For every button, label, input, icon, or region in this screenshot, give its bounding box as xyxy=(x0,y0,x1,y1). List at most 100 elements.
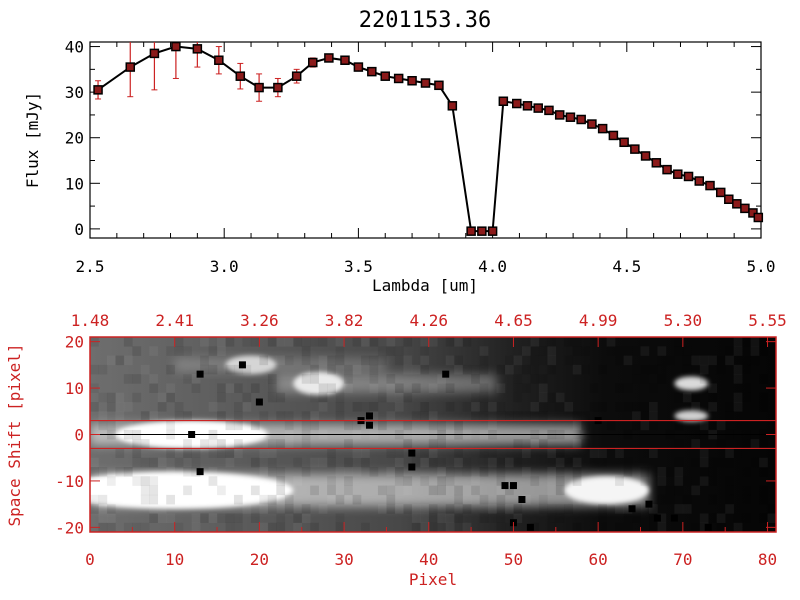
pixel-noise xyxy=(318,383,328,394)
bad-pixel xyxy=(518,496,526,503)
pixel-noise xyxy=(767,504,776,514)
pixel-noise xyxy=(538,383,548,394)
pixel-noise xyxy=(166,392,175,403)
pixel-noise xyxy=(555,513,565,524)
pixel-noise xyxy=(674,392,684,403)
pixel-noise xyxy=(538,402,548,412)
pixel-noise xyxy=(759,513,768,524)
pixel-noise xyxy=(521,364,531,375)
pixel-noise xyxy=(106,392,116,403)
pixel-noise xyxy=(90,504,99,514)
bad-pixel xyxy=(365,412,373,420)
pixel-noise xyxy=(115,411,125,421)
pixel-noise xyxy=(657,522,667,532)
pixel-noise xyxy=(428,522,438,532)
pixel-noise xyxy=(640,420,650,431)
emission-feature xyxy=(90,471,294,509)
pixel-noise xyxy=(479,392,489,403)
pixel-noise xyxy=(386,374,396,384)
pixel-noise xyxy=(386,485,396,496)
pixel-noise xyxy=(225,420,235,431)
pixel-noise xyxy=(648,402,658,412)
pixel-noise xyxy=(437,457,447,468)
pixel-noise xyxy=(496,485,506,496)
pixel-noise xyxy=(191,513,201,524)
pixel-noise xyxy=(547,392,557,403)
pixel-noise xyxy=(665,494,675,505)
data-point xyxy=(93,85,103,95)
pixel-noise xyxy=(361,337,370,347)
pixel-noise xyxy=(233,522,243,532)
data-point xyxy=(447,101,458,111)
pixel-noise xyxy=(708,383,718,394)
pixel-noise xyxy=(115,392,125,403)
pixel-noise xyxy=(411,504,421,514)
pixel-noise xyxy=(759,346,768,356)
pixel-noise xyxy=(208,346,218,356)
pixel-noise xyxy=(301,346,311,356)
data-point xyxy=(724,194,734,205)
data-point xyxy=(353,62,364,72)
pixel-noise xyxy=(174,411,184,421)
pixel-noise xyxy=(208,439,218,449)
pixel-noise xyxy=(615,485,624,496)
pixel-noise xyxy=(166,513,175,524)
pixel-noise xyxy=(547,522,557,532)
pixel-noise xyxy=(386,504,396,514)
pixel-noise xyxy=(674,485,684,496)
pixel-noise xyxy=(581,439,590,449)
pixel-noise xyxy=(403,504,413,514)
pixel-noise xyxy=(98,364,108,375)
pixel-noise xyxy=(115,420,125,431)
pixel-noise xyxy=(708,402,718,412)
pixel-noise xyxy=(725,504,734,514)
pixel-noise xyxy=(504,364,514,375)
pixel-noise xyxy=(471,494,480,505)
pixel-noise xyxy=(208,476,218,486)
pixel-noise xyxy=(581,364,590,375)
pixel-noise xyxy=(504,522,514,532)
pixel-noise xyxy=(183,448,192,459)
pixel-noise xyxy=(191,374,201,384)
pixel-noise xyxy=(462,467,472,477)
pixel-noise xyxy=(335,337,345,347)
pixel-noise xyxy=(767,513,776,524)
pixel-noise xyxy=(572,337,582,347)
pixel-noise xyxy=(488,513,497,524)
pixel-noise xyxy=(183,420,192,431)
pixel-noise xyxy=(191,522,201,532)
data-point xyxy=(434,80,444,91)
pixel-noise xyxy=(428,448,438,459)
pixel-noise xyxy=(310,392,319,403)
pixel-noise xyxy=(267,383,277,394)
pixel-noise xyxy=(310,420,319,431)
pixel-noise xyxy=(403,420,413,431)
pixel-noise xyxy=(572,467,582,477)
pixel-noise xyxy=(344,364,353,375)
pixel-noise xyxy=(521,448,531,459)
pixel-noise xyxy=(174,346,184,356)
pixel-noise xyxy=(411,411,421,421)
pixel-noise xyxy=(267,457,277,468)
data-point xyxy=(608,130,619,141)
pixel-noise xyxy=(149,411,159,421)
pixel-noise xyxy=(572,439,582,449)
pixel-noise xyxy=(682,392,692,403)
spectral-image-overlays xyxy=(90,419,776,450)
pixel-noise xyxy=(572,494,582,505)
pixel-noise xyxy=(293,476,303,486)
pixel-noise xyxy=(369,355,379,366)
pixel-noise xyxy=(513,355,523,366)
pixel-noise xyxy=(90,364,99,375)
pixel-noise xyxy=(377,346,387,356)
pixel-noise xyxy=(98,513,108,524)
pixel-noise xyxy=(665,485,675,496)
pixel-noise xyxy=(555,476,565,486)
pixel-noise xyxy=(691,439,701,449)
pixel-noise xyxy=(335,392,345,403)
pixel-noise xyxy=(750,439,760,449)
pixel-noise xyxy=(301,337,311,347)
wavelength-tick-label: 2.41 xyxy=(155,311,194,330)
pixel-noise xyxy=(267,355,277,366)
